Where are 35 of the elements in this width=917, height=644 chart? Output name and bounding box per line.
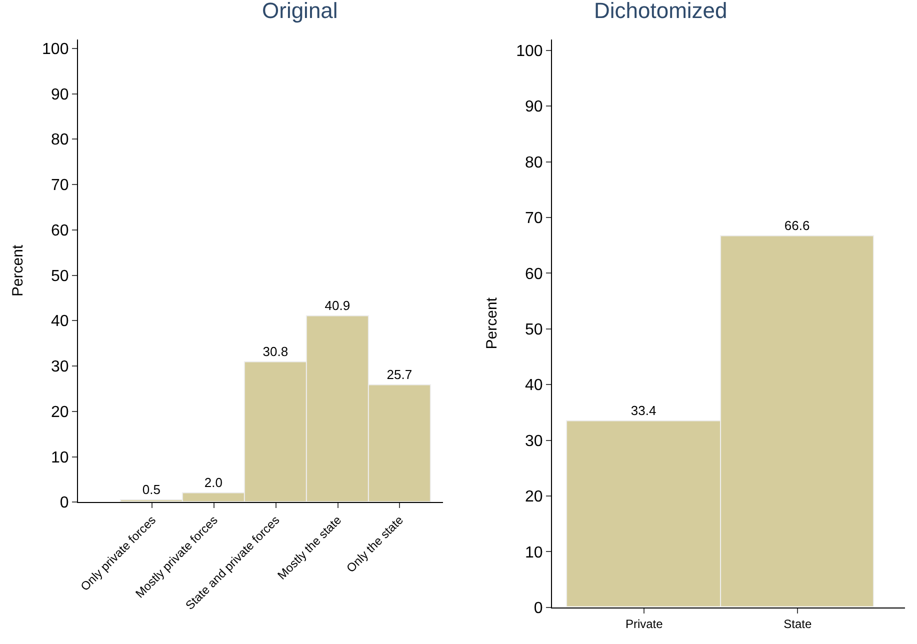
y-tick-label: 100 <box>516 43 543 60</box>
data-label: 30.8 <box>262 344 288 359</box>
data-label: 25.7 <box>386 366 412 382</box>
y-tick-label: 20 <box>50 404 69 421</box>
y-tick-label: 70 <box>525 210 543 228</box>
y-tick-label: 40 <box>50 313 69 330</box>
y-tick-label: 0 <box>534 600 543 617</box>
chart-title: Dichotomized <box>594 0 728 23</box>
data-label: 0.5 <box>142 482 160 497</box>
y-tick-label: 50 <box>50 268 69 285</box>
data-label: 2.0 <box>204 474 222 490</box>
y-axis-title: Percent <box>483 296 500 350</box>
y-axis-title: Percent <box>9 244 26 297</box>
y-tick-label: 40 <box>525 377 543 394</box>
y-tick-label: 30 <box>525 432 543 450</box>
y-tick-label: 90 <box>525 98 543 116</box>
y-tick-label: 0 <box>60 494 69 512</box>
x-tick-label: Private <box>625 616 664 631</box>
data-label: 40.9 <box>324 298 350 313</box>
y-tick-label: 70 <box>50 177 69 194</box>
y-tick-label: 90 <box>50 86 69 104</box>
y-tick-label: 30 <box>50 358 69 376</box>
y-tick-label: 100 <box>42 40 69 58</box>
chart-title: Original <box>262 0 338 23</box>
y-tick-label: 20 <box>525 488 543 506</box>
y-tick-label: 80 <box>525 154 543 172</box>
data-label: 33.4 <box>630 402 656 418</box>
y-tick-label: 10 <box>50 449 69 466</box>
y-tick-label: 60 <box>50 222 69 240</box>
y-tick-label: 10 <box>525 544 543 562</box>
y-tick-label: 80 <box>50 132 69 149</box>
data-label: 66.6 <box>784 218 810 233</box>
y-tick-label: 50 <box>525 322 543 339</box>
y-tick-label: 60 <box>525 266 543 283</box>
x-tick-label: State <box>784 616 812 631</box>
